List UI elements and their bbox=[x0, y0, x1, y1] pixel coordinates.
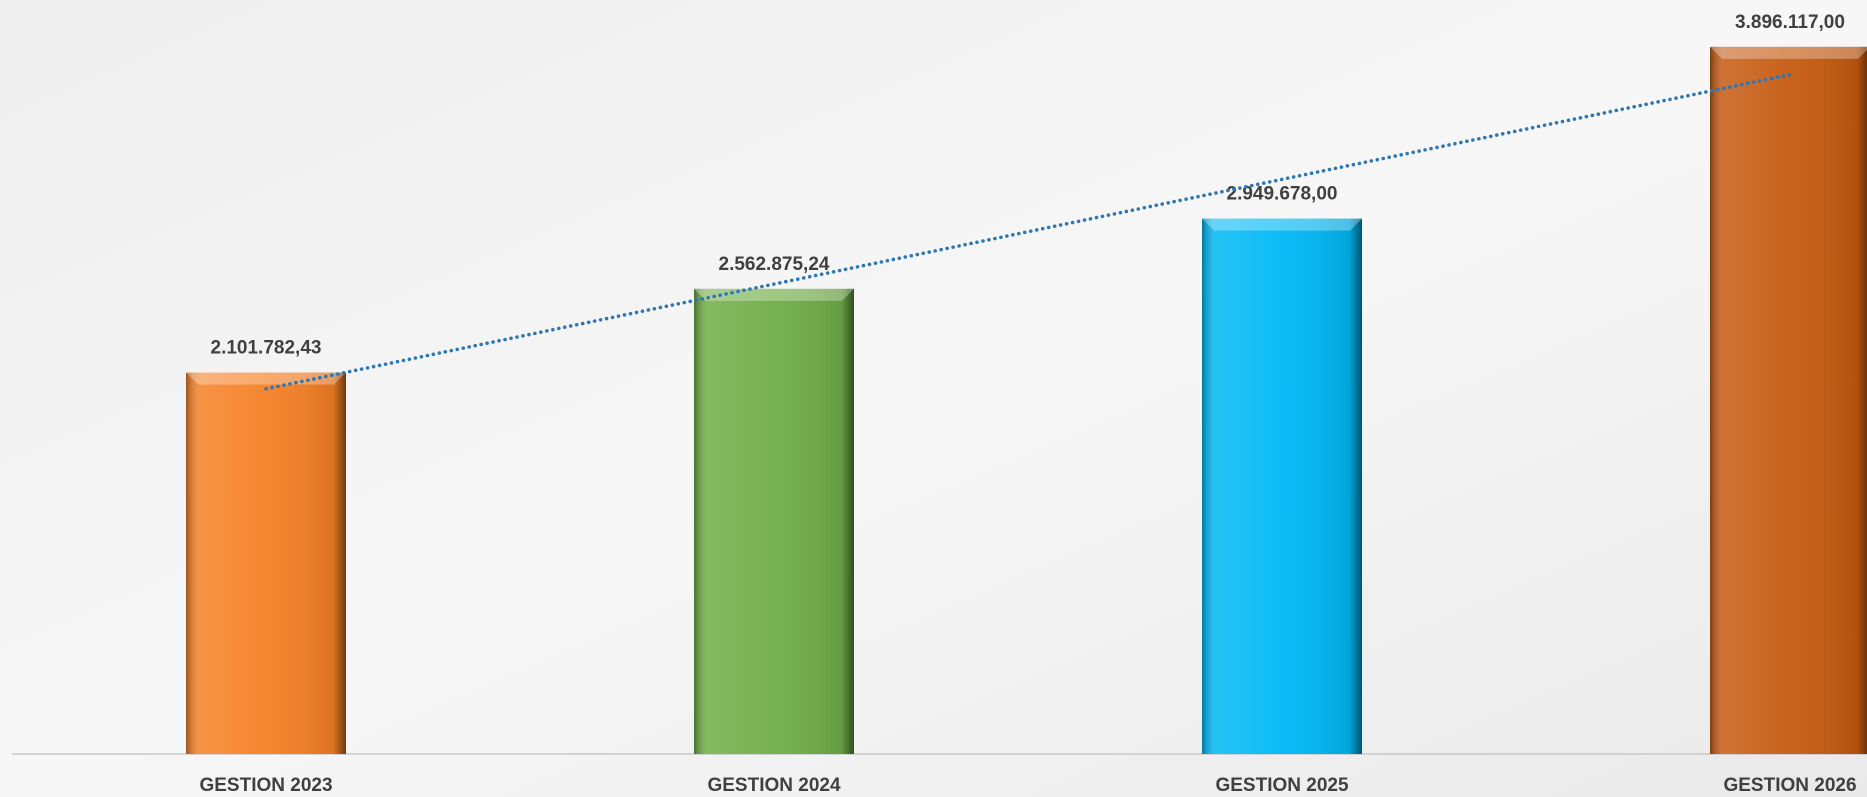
bar-bevel bbox=[1202, 218, 1362, 231]
bar-shade bbox=[694, 288, 854, 754]
bar-shade bbox=[186, 372, 346, 754]
bar-shade bbox=[1710, 46, 1867, 755]
x-tick-label: GESTION 2024 bbox=[707, 775, 840, 796]
bar-shade bbox=[1202, 218, 1362, 755]
x-tick-label: GESTION 2025 bbox=[1215, 775, 1348, 796]
value-label: 3.896.117,00 bbox=[1735, 12, 1845, 33]
x-tick-label: GESTION 2026 bbox=[1723, 775, 1856, 796]
x-tick-label: GESTION 2023 bbox=[199, 775, 332, 796]
bar-bevel bbox=[694, 288, 854, 301]
value-label: 2.101.782,43 bbox=[211, 338, 322, 359]
bar-bevel bbox=[1710, 46, 1867, 59]
value-label: 2.949.678,00 bbox=[1227, 184, 1338, 205]
bar-bevel bbox=[186, 372, 346, 385]
value-label: 2.562.875,24 bbox=[719, 254, 830, 275]
